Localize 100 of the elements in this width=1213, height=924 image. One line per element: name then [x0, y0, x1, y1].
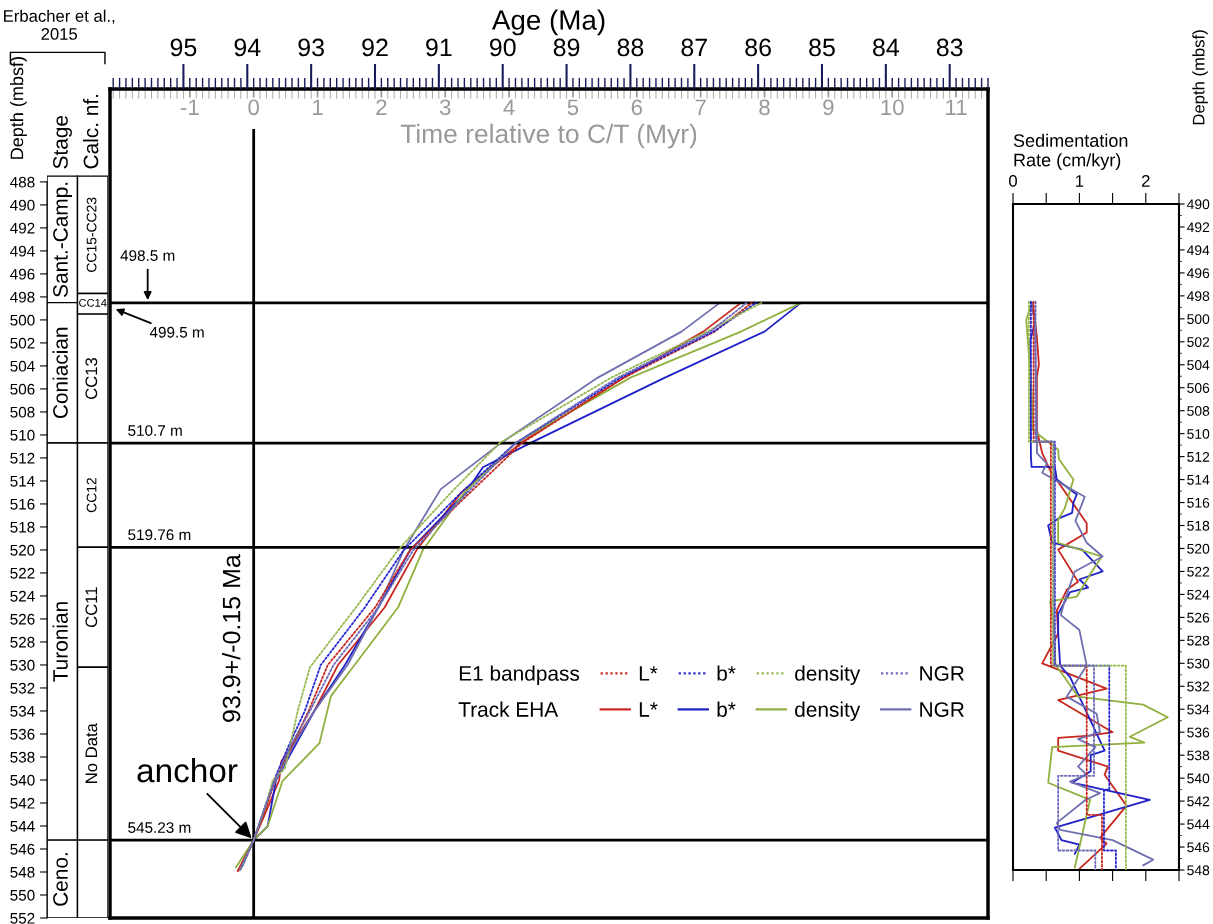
- ref-line-label: 93.9+/-0.15 Ma: [222, 554, 241, 722]
- y-tick-label: 520: [1187, 543, 1210, 554]
- annotation: 498.5 m: [120, 250, 175, 261]
- y-tick-label: 490: [10, 199, 35, 211]
- y-tick-label: 490: [1186, 199, 1210, 210]
- x-tick-label: 4: [503, 99, 515, 115]
- x2-tick-label: 92: [362, 38, 388, 57]
- y-tick-label: 524: [1187, 589, 1210, 600]
- annotation: 499.5 m: [149, 326, 204, 338]
- y-tick-label: 526: [1187, 612, 1210, 623]
- x2-tick-label: 94: [234, 38, 261, 57]
- x2-tick-label: 88: [617, 38, 644, 57]
- y-tick-label: 496: [1186, 268, 1210, 279]
- legend-label: b*: [717, 665, 736, 681]
- x-tick-label: Calc. nf.: [83, 94, 99, 169]
- x-tick-label: 1: [313, 99, 323, 115]
- y-tick-label: 498: [10, 291, 35, 303]
- x-tick-label: 11: [946, 99, 967, 115]
- x2-axis-title: Age (Ma): [491, 9, 605, 36]
- y-tick-label: 530: [10, 659, 35, 671]
- y-tick-label: 540: [1187, 773, 1210, 784]
- y-tick-label: 534: [1187, 704, 1210, 715]
- y-tick-label: 542: [1187, 796, 1210, 807]
- x2-tick-label: 87: [681, 38, 707, 57]
- y-tick-label: 544: [1187, 819, 1210, 830]
- y-tick-label: 546: [1187, 842, 1210, 853]
- y-tick-label: 504: [1187, 360, 1210, 370]
- x-tick-label: 9: [823, 99, 834, 116]
- x2-tick-label: 93: [298, 38, 324, 57]
- x-tick-label: 7: [695, 99, 706, 115]
- x2-tick-label: 91: [426, 38, 452, 57]
- y-tick-label: 504: [10, 360, 35, 372]
- y-tick-label: 538: [1187, 750, 1210, 761]
- y-tick-label: 520: [10, 544, 35, 556]
- y-tick-label: 500: [1187, 314, 1210, 324]
- series-label: CC15-CC23: [86, 197, 97, 272]
- y-axis-title: Depth (mbsf): [1192, 30, 1208, 125]
- x2-tick-label: 90: [489, 38, 516, 57]
- x2-tick-label: 86: [745, 38, 771, 57]
- x2-tick-label: 84: [873, 38, 900, 57]
- y-tick-label: 528: [1187, 635, 1210, 646]
- series-label: CC14: [79, 298, 107, 307]
- y-tick-label: 508: [1187, 406, 1210, 416]
- y-tick-label: 492: [1186, 222, 1210, 233]
- annotation: E1 bandpass: [459, 665, 580, 685]
- annotation: anchor: [137, 757, 238, 783]
- ref-line-label: 545.23 m: [128, 822, 191, 833]
- x-axis-title: Sedimentation Rate (cm/kyr): [1013, 133, 1128, 170]
- series-label: Ceno.: [53, 853, 68, 906]
- legend-label: NGR: [920, 666, 964, 681]
- y-tick-label: 548: [1187, 865, 1210, 876]
- y-tick-label: 508: [10, 406, 35, 418]
- legend-label: b*: [717, 701, 736, 717]
- series-label: CC13: [85, 358, 98, 400]
- x-tick-label: 10: [881, 99, 904, 116]
- y-tick-label: 524: [10, 590, 35, 602]
- text: Erbacher et al., 2015: [4, 9, 115, 40]
- x2-tick-label: 89: [553, 38, 580, 57]
- y-tick-label: 502: [1187, 337, 1210, 347]
- series-label: No Data: [85, 723, 98, 783]
- x2-tick-label: 85: [809, 38, 835, 57]
- y-tick-label: 494: [1186, 245, 1210, 256]
- y-tick-label: 488: [10, 176, 35, 188]
- y-tick-label: 530: [1187, 658, 1210, 669]
- y-tick-label: 494: [10, 245, 35, 257]
- y-tick-label: 502: [10, 337, 35, 349]
- y-tick-label: 552: [10, 912, 35, 924]
- y-tick-label: 506: [10, 383, 35, 395]
- y-tick-label: 544: [10, 821, 35, 832]
- x2-tick-label: 83: [936, 38, 963, 57]
- y-tick-label: 522: [1187, 566, 1210, 577]
- y-tick-label: 540: [10, 774, 35, 786]
- series-label: Coniacian: [52, 327, 68, 419]
- y-tick-label: 510: [1187, 428, 1210, 439]
- x-tick-label: Stage: [53, 115, 72, 169]
- x2-tick-label: 95: [170, 38, 197, 57]
- y-tick-label: 496: [10, 268, 35, 280]
- y-tick-label: 536: [10, 728, 35, 740]
- y-tick-label: 538: [10, 751, 35, 763]
- y-tick-label: 528: [10, 636, 35, 648]
- y-tick-label: 506: [1187, 383, 1210, 393]
- legend-label: L*: [639, 702, 658, 717]
- ref-line-label: 519.76 m: [128, 529, 191, 541]
- series-label: CC11: [85, 587, 98, 628]
- series-label: CC12: [86, 478, 97, 513]
- y-tick-label: 536: [1187, 727, 1210, 738]
- series-label: Sant.-Camp.: [53, 182, 72, 297]
- y-tick-label: 522: [10, 567, 35, 579]
- y-tick-label: 518: [10, 521, 35, 533]
- y-tick-label: 518: [1187, 520, 1210, 531]
- legend-label: density: [795, 701, 861, 722]
- y-tick-label: 548: [10, 866, 35, 878]
- x-tick-label: 2: [376, 99, 387, 115]
- x-tick-label: 5: [567, 99, 579, 116]
- y-tick-label: 532: [10, 682, 35, 694]
- legend-label: NGR: [920, 702, 964, 717]
- annotation: Track EHA: [458, 701, 559, 717]
- ref-line-label: 510.7 m: [128, 425, 182, 436]
- y-tick-label: 492: [10, 222, 35, 234]
- y-axis-title: Depth (mbsf): [10, 57, 27, 159]
